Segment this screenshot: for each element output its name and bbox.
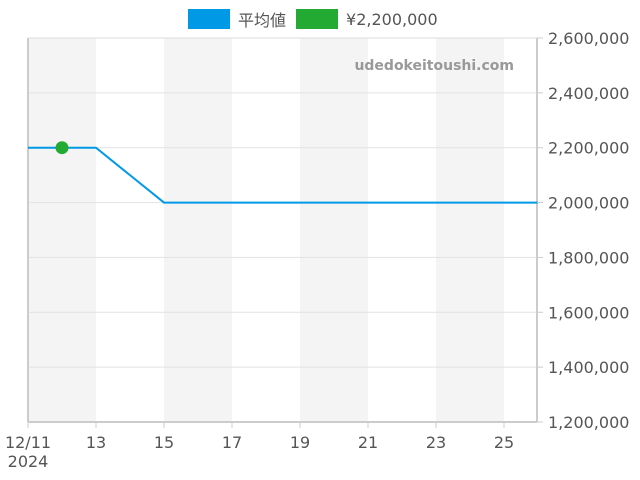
legend-swatch-price [296,9,339,29]
legend-item-price[interactable]: ¥2,200,000 [296,9,438,29]
x-tick-label: 12/11 [5,433,51,452]
x-tick-label: 17 [222,433,242,452]
average-price-line [28,146,538,204]
y-tick-label: 2,600,000 [548,29,629,48]
alternating-bands [28,38,504,422]
y-tick-label: 2,400,000 [548,84,629,103]
legend-item-average[interactable]: 平均値 [188,7,286,31]
x-tick-label: 2024 [8,452,49,471]
y-tick-label: 1,600,000 [548,303,629,322]
watermark: udedokeitoushi.com [354,58,514,74]
x-tick-label: 23 [426,433,446,452]
x-tick-label: 15 [154,433,174,452]
y-tick-label: 1,400,000 [548,358,629,377]
legend-label-average: 平均値 [238,11,287,30]
axes [27,37,538,423]
price-point-marker[interactable] [55,141,69,155]
legend-swatch-average [188,9,230,29]
y-tick-label: 1,200,000 [548,413,629,432]
x-tick-label: 13 [86,433,106,452]
chart-legend: 平均値 ¥2,200,000 [188,8,448,30]
x-tick-label: 21 [358,433,378,452]
legend-label-price: ¥2,200,000 [346,9,438,29]
series [28,141,538,204]
x-tick-label: 25 [494,433,514,452]
y-tick-label: 2,000,000 [548,194,629,213]
y-axis-ticks: 1,200,000 1,400,000 1,600,000 1,800,000 2,00… [537,29,629,432]
x-tick-label: 19 [290,433,310,452]
y-tick-label: 2,200,000 [548,139,629,158]
y-tick-label: 1,800,000 [548,248,629,267]
